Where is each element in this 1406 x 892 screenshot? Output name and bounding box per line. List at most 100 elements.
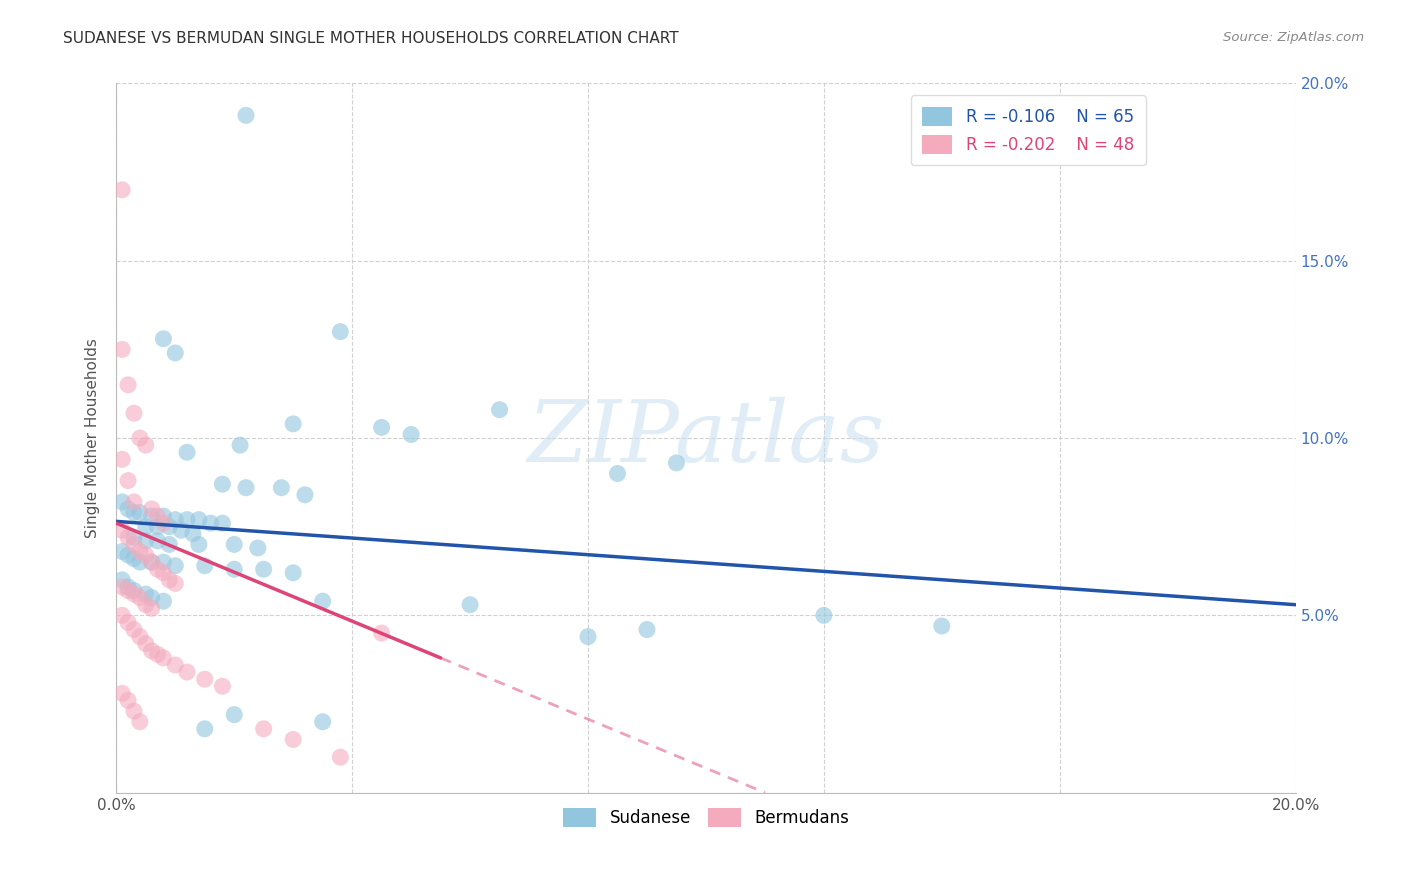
Point [165,558,187,573]
Point [141,601,163,615]
Point [122,587,145,601]
Point [224,537,246,551]
Point [111,452,134,467]
Point [135,519,157,533]
Point [117,548,139,562]
Point [399,427,422,442]
Point [122,704,145,718]
Point [122,406,145,420]
Point [329,750,352,764]
Point [606,467,628,481]
Point [141,509,163,524]
Point [229,438,252,452]
Point [111,495,134,509]
Point [122,506,145,520]
Point [152,651,174,665]
Point [283,417,305,431]
Point [141,555,163,569]
Point [176,513,198,527]
Point [117,580,139,594]
Point [194,558,217,573]
Point [253,722,276,736]
Point [135,637,157,651]
Point [152,509,174,524]
Point [235,481,257,495]
Point [329,325,352,339]
Point [176,665,198,679]
Point [165,513,187,527]
Point [122,495,145,509]
Point [283,732,305,747]
Point [141,502,163,516]
Point [488,402,510,417]
Point [370,626,392,640]
Point [152,594,174,608]
Point [294,488,316,502]
Point [157,573,180,587]
Point [170,523,193,537]
Point [636,623,658,637]
Point [246,541,269,555]
Point [311,714,333,729]
Point [122,551,145,566]
Point [135,533,157,548]
Point [576,630,599,644]
Point [117,474,139,488]
Point [194,722,217,736]
Point [135,548,157,562]
Point [128,544,150,558]
Point [111,580,134,594]
Point [176,445,198,459]
Point [128,506,150,520]
Point [122,537,145,551]
Point [224,562,246,576]
Point [117,693,139,707]
Point [141,591,163,605]
Point [211,516,233,530]
Legend: Sudanese, Bermudans: Sudanese, Bermudans [557,801,856,834]
Point [157,537,180,551]
Point [458,598,481,612]
Point [122,583,145,598]
Point [152,555,174,569]
Point [111,183,134,197]
Point [135,587,157,601]
Point [152,566,174,580]
Point [111,573,134,587]
Point [141,555,163,569]
Point [211,477,233,491]
Point [370,420,392,434]
Point [165,658,187,673]
Text: SUDANESE VS BERMUDAN SINGLE MOTHER HOUSEHOLDS CORRELATION CHART: SUDANESE VS BERMUDAN SINGLE MOTHER HOUSE… [63,31,679,46]
Point [157,519,180,533]
Y-axis label: Single Mother Households: Single Mother Households [86,338,100,538]
Point [200,516,222,530]
Text: ZIPatlas: ZIPatlas [527,397,884,479]
Point [146,648,169,662]
Point [111,686,134,700]
Point [128,431,150,445]
Point [128,555,150,569]
Point [146,533,169,548]
Point [181,526,204,541]
Point [141,644,163,658]
Point [111,608,134,623]
Point [165,346,187,360]
Point [165,576,187,591]
Point [931,619,953,633]
Point [111,523,134,537]
Point [117,377,139,392]
Point [283,566,305,580]
Point [235,108,257,122]
Point [311,594,333,608]
Point [152,332,174,346]
Point [224,707,246,722]
Text: Source: ZipAtlas.com: Source: ZipAtlas.com [1223,31,1364,45]
Point [128,591,150,605]
Point [117,530,139,544]
Point [211,679,233,693]
Point [813,608,835,623]
Point [128,714,150,729]
Point [146,519,169,533]
Point [117,583,139,598]
